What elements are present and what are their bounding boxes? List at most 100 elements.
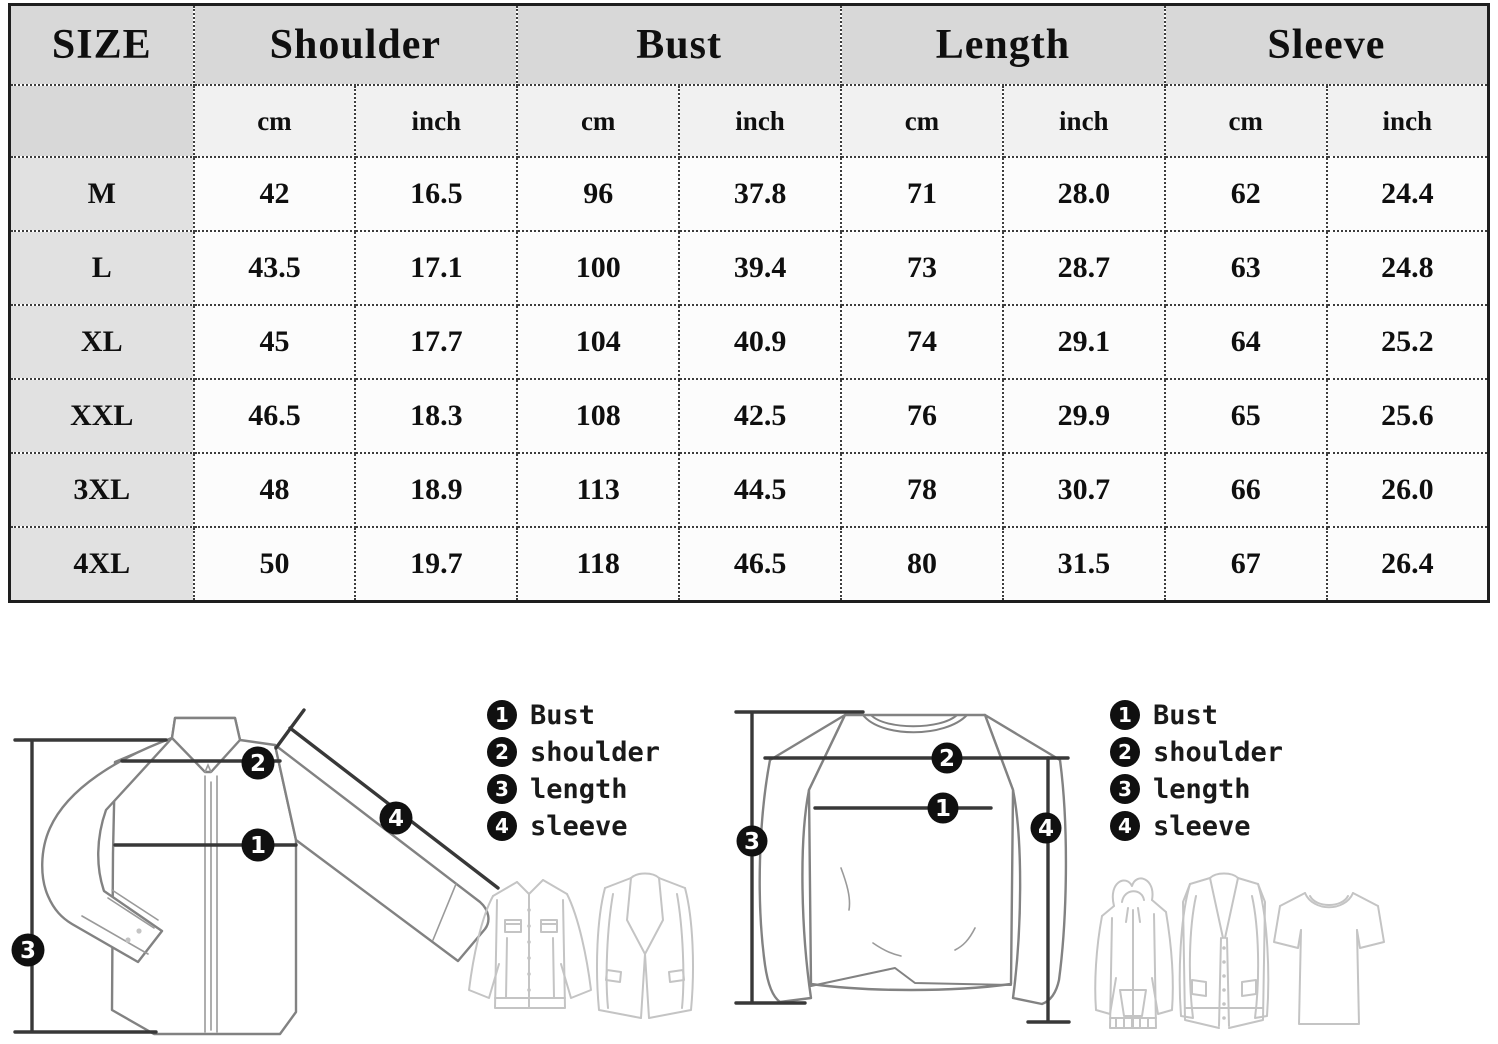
legend-label: length bbox=[1153, 773, 1251, 805]
svg-text:2: 2 bbox=[939, 746, 955, 772]
value-cell: 108 bbox=[516, 378, 681, 454]
value-cell: 18.3 bbox=[354, 378, 519, 454]
svg-text:4: 4 bbox=[388, 806, 404, 832]
tshirt-icon bbox=[1273, 892, 1385, 1025]
value-cell: 104 bbox=[516, 304, 681, 380]
value-cell: 25.2 bbox=[1325, 304, 1490, 380]
value-cell: 29.1 bbox=[1001, 304, 1166, 380]
legend-item-sleeve: 4 sleeve bbox=[487, 810, 660, 842]
legend-num-badge: 4 bbox=[487, 811, 517, 841]
unit-cell: cm bbox=[192, 84, 357, 158]
value-cell: 28.7 bbox=[1001, 230, 1166, 306]
unit-cell: cm bbox=[516, 84, 681, 158]
value-cell: 65 bbox=[1163, 378, 1328, 454]
svg-text:3: 3 bbox=[20, 938, 36, 964]
sweater-sketch bbox=[758, 713, 1068, 1006]
value-cell: 17.7 bbox=[354, 304, 519, 380]
legend-item-length: 3 length bbox=[1110, 773, 1283, 805]
value-cell: 44.5 bbox=[678, 452, 842, 528]
size-table: SIZE Shoulder Bust Length Sleeve cm inch… bbox=[8, 3, 1490, 603]
value-cell: 48 bbox=[192, 452, 357, 528]
value-cell: 25.6 bbox=[1325, 378, 1490, 454]
svg-text:1: 1 bbox=[935, 796, 951, 822]
table-row: XXL 46.5 18.3 108 42.5 76 29.9 65 25.6 bbox=[8, 378, 1490, 454]
value-cell: 63 bbox=[1163, 230, 1328, 306]
table-row: 4XL 50 19.7 118 46.5 80 31.5 67 26.4 bbox=[8, 526, 1490, 602]
value-cell: 40.9 bbox=[678, 304, 842, 380]
value-cell: 76 bbox=[840, 378, 1004, 454]
size-cell: XL bbox=[8, 304, 195, 380]
bust-header-cell: Bust bbox=[516, 3, 842, 86]
size-header-cell: SIZE bbox=[8, 3, 195, 86]
sleeve-header-cell: Sleeve bbox=[1163, 3, 1490, 86]
svg-text:4: 4 bbox=[1038, 816, 1054, 842]
blazer-icon bbox=[596, 872, 694, 1019]
unit-cell: inch bbox=[354, 84, 519, 158]
legend-label: shoulder bbox=[530, 736, 661, 768]
svg-text:2: 2 bbox=[250, 751, 266, 777]
garment-icons-right bbox=[1094, 872, 1385, 1029]
unit-cell: cm bbox=[1163, 84, 1328, 158]
value-cell: 71 bbox=[840, 156, 1004, 232]
svg-text:1: 1 bbox=[250, 833, 266, 859]
value-cell: 18.9 bbox=[354, 452, 519, 528]
sweater-marker-sleeve: 4 bbox=[1030, 812, 1062, 844]
table-row: L 43.5 17.1 100 39.4 73 28.7 63 24.8 bbox=[8, 230, 1490, 306]
value-cell: 74 bbox=[840, 304, 1004, 380]
legend-label: sleeve bbox=[530, 810, 628, 842]
legend-item-shoulder: 2 shoulder bbox=[487, 736, 661, 768]
legend-num-badge: 4 bbox=[1110, 811, 1140, 841]
shoulder-header-cell: Shoulder bbox=[192, 3, 519, 86]
shirt-measure-diagram: 2 1 3 4 bbox=[11, 708, 500, 1036]
value-cell: 26.0 bbox=[1325, 452, 1490, 528]
value-cell: 46.5 bbox=[678, 526, 842, 602]
hoodie-icon bbox=[1094, 877, 1174, 1029]
legend-num-badge: 3 bbox=[487, 774, 517, 804]
legend-item-sleeve: 4 sleeve bbox=[1110, 811, 1283, 842]
value-cell: 24.8 bbox=[1325, 230, 1490, 306]
legend-num-badge: 3 bbox=[1110, 774, 1140, 804]
value-cell: 66 bbox=[1163, 452, 1328, 528]
size-cell: 4XL bbox=[8, 526, 195, 602]
sweater-measure-diagram: 2 1 3 4 bbox=[734, 710, 1071, 1024]
value-cell: 28.0 bbox=[1001, 156, 1166, 232]
legend-num-badge: 2 bbox=[487, 737, 517, 767]
table-body: M 42 16.5 96 37.8 71 28.0 62 24.4 L 43.5 17.1 100 39.… bbox=[8, 156, 1490, 602]
size-cell: XXL bbox=[8, 378, 195, 454]
value-cell: 100 bbox=[516, 230, 681, 306]
value-cell: 73 bbox=[840, 230, 1004, 306]
value-cell: 42 bbox=[192, 156, 357, 232]
size-blank-cell bbox=[8, 84, 195, 158]
unit-cell: cm bbox=[840, 84, 1004, 158]
legend-label: Bust bbox=[530, 699, 596, 731]
value-cell: 118 bbox=[516, 526, 681, 602]
length-header-cell: Length bbox=[840, 3, 1166, 86]
legend-label: length bbox=[530, 773, 628, 805]
value-cell: 16.5 bbox=[354, 156, 519, 232]
jacket-icon bbox=[468, 879, 592, 1009]
legend-num-badge: 1 bbox=[487, 700, 517, 730]
legend-num-badge: 1 bbox=[1110, 700, 1140, 730]
value-cell: 43.5 bbox=[192, 230, 357, 306]
shirt-marker-sleeve: 4 bbox=[379, 801, 413, 835]
shirt-sketch bbox=[41, 716, 490, 1036]
table-row: XL 45 17.7 104 40.9 74 29.1 64 25.2 bbox=[8, 304, 1490, 380]
measure-legend-right: 1 Bust 2 shoulder 3 length 4 sleeve bbox=[1110, 699, 1283, 842]
shirt-marker-shoulder: 2 bbox=[241, 746, 275, 780]
value-cell: 24.4 bbox=[1325, 156, 1490, 232]
svg-text:3: 3 bbox=[744, 829, 760, 855]
sweater-marker-bust: 1 bbox=[927, 792, 959, 824]
value-cell: 80 bbox=[840, 526, 1004, 602]
shirt-marker-bust: 1 bbox=[241, 828, 275, 862]
value-cell: 96 bbox=[516, 156, 681, 232]
value-cell: 19.7 bbox=[354, 526, 519, 602]
value-cell: 26.4 bbox=[1325, 526, 1490, 602]
value-cell: 45 bbox=[192, 304, 357, 380]
value-cell: 62 bbox=[1163, 156, 1328, 232]
cardigan-icon bbox=[1178, 872, 1270, 1029]
unit-cell: inch bbox=[1001, 84, 1166, 158]
value-cell: 30.7 bbox=[1001, 452, 1166, 528]
legend-label: Bust bbox=[1153, 699, 1219, 731]
size-cell: L bbox=[8, 230, 195, 306]
